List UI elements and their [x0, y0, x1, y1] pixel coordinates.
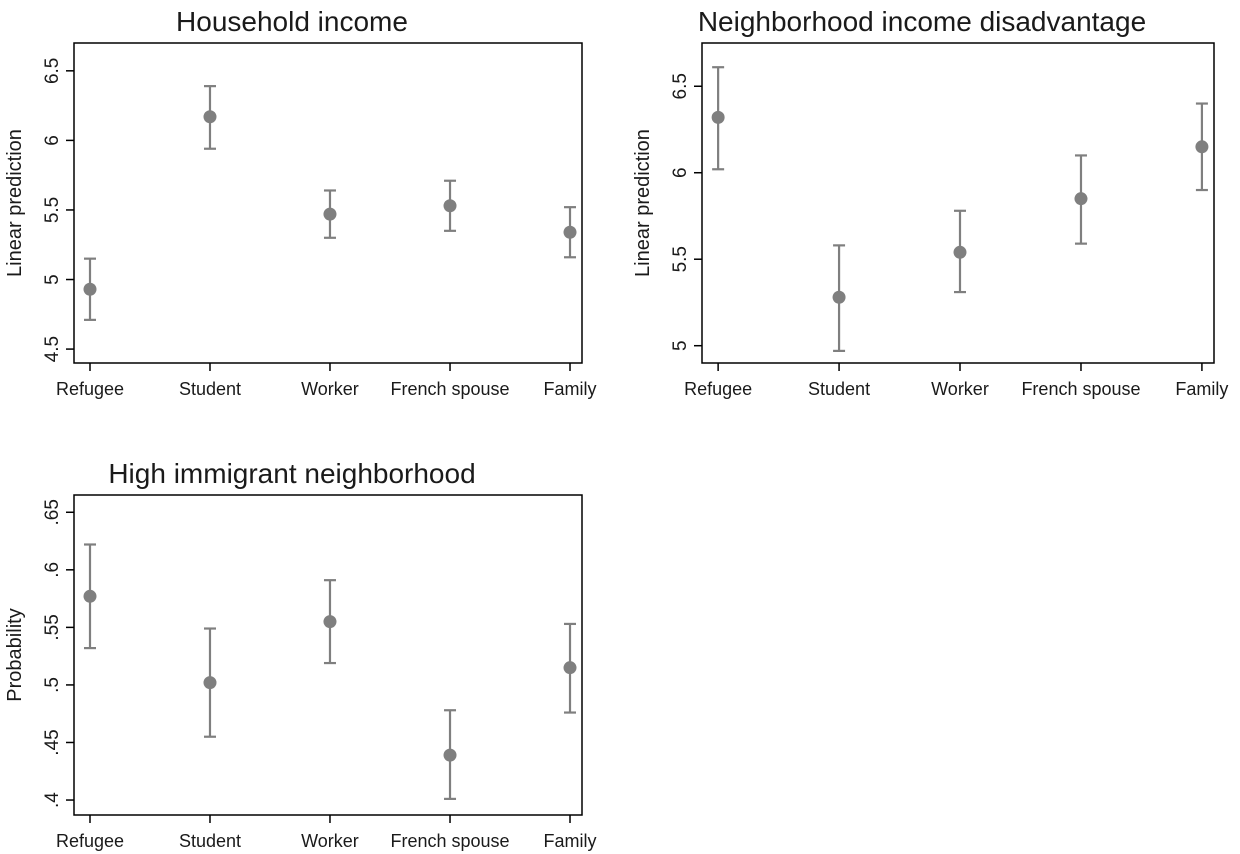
- point-estimate: [323, 615, 337, 629]
- plot-frame: [73, 494, 583, 816]
- y-axis-label: Linear prediction: [4, 129, 26, 277]
- y-tick-label: 6.5: [670, 73, 691, 99]
- x-tick-label: Student: [808, 379, 870, 399]
- y-tick-label: 4.5: [42, 336, 63, 362]
- plot-frame: [73, 42, 583, 364]
- x-tick-label: Family: [544, 379, 597, 399]
- point-estimate: [203, 110, 217, 124]
- x-tick-label: Refugee: [56, 379, 124, 399]
- point-estimate: [443, 199, 457, 213]
- point-estimate: [1074, 192, 1088, 206]
- y-axis-label: Probability: [4, 608, 26, 701]
- chart-panel-1: Household income Linear prediction 4.5 5 5.5…: [4, 6, 597, 399]
- point-estimate: [83, 589, 97, 603]
- y-tick-label: 5.5: [670, 246, 691, 272]
- point-estimate: [953, 245, 967, 259]
- point-estimate: [443, 748, 457, 762]
- x-tick-label: Worker: [301, 831, 359, 851]
- x-tick-label: Refugee: [56, 831, 124, 851]
- y-tick-label: .5: [42, 677, 63, 693]
- x-tick-label: Refugee: [684, 379, 752, 399]
- point-estimate: [203, 676, 217, 690]
- point-estimate: [1195, 140, 1209, 154]
- point-estimate: [832, 290, 846, 304]
- y-axis-label: Linear prediction: [632, 129, 654, 277]
- y-tick-label: .65: [42, 499, 63, 525]
- x-tick-label: Family: [1175, 379, 1228, 399]
- point-estimate: [83, 282, 97, 296]
- point-estimate: [563, 661, 577, 675]
- plot-frame: [701, 42, 1215, 364]
- chart-panel-2: Neighborhood income disadvantage Linear p…: [632, 6, 1228, 399]
- x-tick-label: Worker: [931, 379, 989, 399]
- y-tick-label: 6: [42, 135, 63, 146]
- y-tick-label: .4: [42, 792, 63, 808]
- y-tick-label: 5.5: [42, 197, 63, 223]
- x-tick-label: Student: [179, 379, 241, 399]
- y-tick-label: .6: [42, 562, 63, 578]
- point-estimate: [711, 110, 725, 124]
- x-tick-label: French spouse: [390, 379, 509, 399]
- y-tick-label: .55: [42, 614, 63, 640]
- y-tick-label: 5: [42, 274, 63, 285]
- x-tick-label: Worker: [301, 379, 359, 399]
- y-tick-label: 6.5: [42, 58, 63, 84]
- x-tick-label: Student: [179, 831, 241, 851]
- x-tick-label: French spouse: [390, 831, 509, 851]
- chart-title: High immigrant neighborhood: [108, 458, 475, 489]
- point-estimate: [323, 207, 337, 221]
- x-tick-label: French spouse: [1021, 379, 1140, 399]
- chart-panel-3: High immigrant neighborhood Probability .4…: [4, 458, 597, 851]
- y-tick-label: 6: [670, 167, 691, 178]
- chart-title: Household income: [176, 6, 408, 37]
- point-estimate: [563, 225, 577, 239]
- y-tick-label: 5: [670, 340, 691, 351]
- x-tick-label: Family: [544, 831, 597, 851]
- y-tick-label: .45: [42, 729, 63, 755]
- chart-title: Neighborhood income disadvantage: [698, 6, 1146, 37]
